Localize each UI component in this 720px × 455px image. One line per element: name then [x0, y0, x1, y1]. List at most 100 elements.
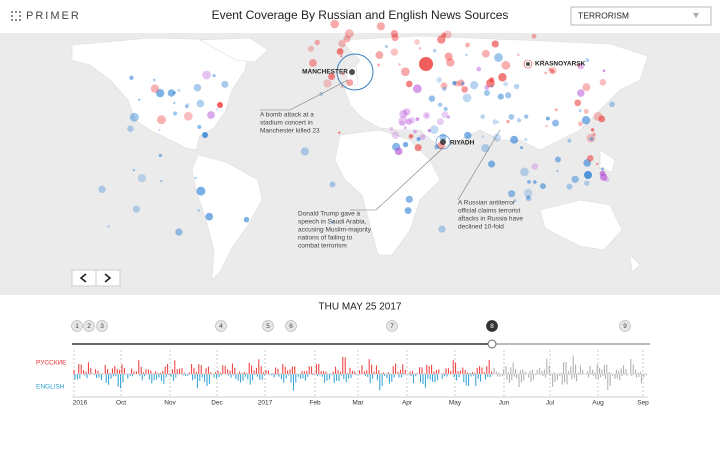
map-marker	[202, 132, 208, 138]
map-dot	[542, 59, 545, 62]
annotation-text: Donald Trump gave a	[298, 211, 361, 218]
map-dot	[157, 115, 166, 125]
map-dot	[577, 63, 581, 67]
map-dot	[592, 132, 596, 136]
map-dot	[602, 69, 606, 73]
map-dot	[586, 133, 596, 143]
page-title: Event Coverage By Russian and English Ne…	[212, 8, 509, 22]
axis-label: Apr	[402, 400, 413, 407]
current-date: THU MAY 25 2017	[318, 302, 401, 313]
map-dot	[589, 136, 594, 141]
map-dot	[429, 125, 439, 135]
map-dot	[308, 68, 312, 72]
event-marker-label[interactable]: 3	[100, 323, 104, 330]
map-dot	[129, 75, 134, 80]
map-nav[interactable]	[71, 269, 121, 287]
map-dot	[444, 52, 453, 61]
event-marker[interactable]	[215, 320, 227, 332]
annotation-text: stadium concert in	[260, 120, 313, 127]
map-marker	[419, 57, 433, 71]
map-dot	[172, 91, 176, 95]
map-dot	[513, 199, 517, 202]
map-dot	[494, 53, 503, 62]
map-dot	[221, 80, 229, 88]
event-marker[interactable]	[285, 320, 297, 332]
map-dot	[394, 147, 403, 156]
map-dot	[389, 126, 394, 131]
event-marker-label[interactable]: 9	[623, 323, 627, 330]
event-marker[interactable]	[486, 320, 498, 332]
series-label: РУССКИЕ	[36, 360, 67, 367]
event-marker-label[interactable]: 2	[87, 323, 91, 330]
map-dot	[442, 86, 447, 91]
map-dot	[205, 212, 214, 221]
map-dot	[173, 91, 177, 95]
map-dot	[427, 129, 432, 133]
map-dot	[440, 82, 448, 90]
map-dot	[465, 42, 470, 48]
map-dot	[571, 175, 579, 183]
event-marker[interactable]	[386, 320, 398, 332]
map-dot	[160, 180, 163, 183]
map-dot	[418, 47, 421, 50]
slider-handle[interactable]	[487, 339, 497, 349]
map-dot	[434, 144, 440, 150]
map-dot	[391, 131, 400, 140]
map-dot	[414, 39, 420, 45]
map-dots	[98, 19, 615, 236]
map-dot	[480, 114, 486, 119]
map-dot	[523, 114, 529, 119]
event-marker[interactable]	[83, 320, 95, 332]
event-marker-label[interactable]: 7	[390, 323, 394, 330]
event-marker[interactable]	[262, 320, 274, 332]
map-dot	[438, 225, 446, 233]
annotation-text: attacks in Russia have	[458, 216, 523, 223]
map-dot	[523, 188, 533, 198]
map-dot	[408, 133, 414, 139]
map-dot	[576, 89, 585, 97]
map-dot	[506, 119, 510, 124]
map-dot	[175, 228, 183, 236]
map-dot	[488, 160, 496, 168]
map-dot	[556, 169, 559, 173]
axis-label: 2017	[258, 400, 273, 407]
event-marker-label[interactable]: 6	[289, 323, 293, 330]
map-dot	[550, 69, 555, 74]
map-dot	[422, 111, 431, 120]
map-dot	[441, 111, 449, 119]
map-dot	[419, 134, 426, 140]
annotation-text: A bomb attack at a	[260, 112, 314, 119]
series-label: ENGLISH	[36, 384, 65, 391]
map-dot	[508, 190, 516, 198]
map-dot	[307, 45, 315, 52]
map-dot	[583, 108, 589, 114]
event-marker-label[interactable]: 8	[490, 323, 494, 330]
annotation-text: declined 10-fold	[458, 224, 504, 231]
event-marker-label[interactable]: 5	[266, 323, 270, 330]
map-dot	[202, 70, 211, 80]
map-dot	[520, 167, 529, 177]
annotation-text: Manchester killed 23	[260, 128, 320, 135]
map-dot	[338, 39, 347, 48]
event-marker[interactable]	[71, 320, 83, 332]
event-marker-label[interactable]: 4	[219, 323, 223, 330]
dropdown-value[interactable]: TERRORISM	[578, 10, 629, 20]
map-dot	[574, 99, 582, 107]
event-marker[interactable]	[619, 320, 631, 332]
axis-label: May	[449, 400, 462, 407]
map-dot	[414, 144, 422, 152]
event-marker[interactable]	[96, 320, 108, 332]
event-marker-label[interactable]: 1	[75, 323, 79, 330]
map-dot	[545, 124, 548, 128]
map-dot	[462, 93, 472, 103]
map-dot	[599, 170, 606, 177]
map-dot	[185, 103, 190, 108]
map-dot	[554, 108, 558, 112]
map-dot	[577, 121, 583, 127]
map-dot	[172, 111, 178, 116]
dropdown[interactable]: TERRORISM	[570, 6, 712, 26]
map-dot	[390, 30, 398, 38]
annotation-text: A Russian antiterror	[458, 200, 516, 207]
map-dot	[398, 116, 408, 126]
